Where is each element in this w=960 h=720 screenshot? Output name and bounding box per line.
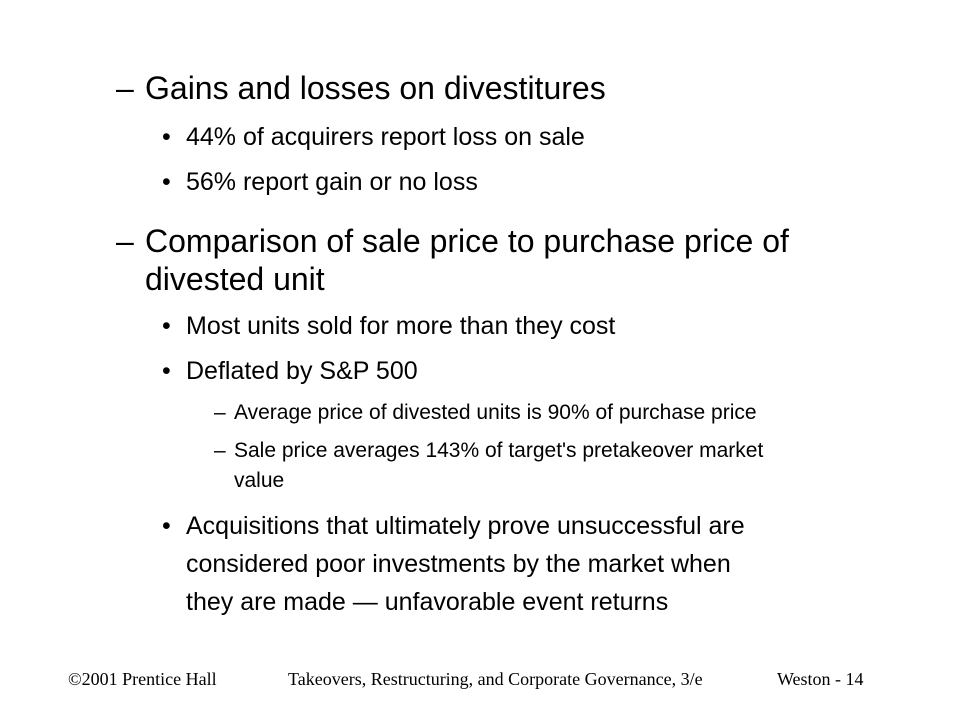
list-item-text: Average price of divested units is 90% o… bbox=[234, 401, 757, 424]
bullet-marker: • bbox=[162, 168, 171, 196]
list-item-text: 44% of acquirers report loss on sale bbox=[186, 123, 585, 151]
list-item-text: Acquisitions that ultimately prove unsuc… bbox=[186, 512, 745, 540]
list-item-text: 56% report gain or no loss bbox=[186, 168, 478, 196]
dash-marker: – bbox=[116, 223, 134, 259]
list-item-text-continued: divested unit bbox=[145, 261, 325, 297]
dash-marker: – bbox=[214, 401, 226, 424]
list-item-text-continued: they are made — unfavorable event return… bbox=[186, 588, 669, 616]
bullet-marker: • bbox=[162, 357, 171, 385]
bullet-marker: • bbox=[162, 123, 171, 151]
footer-book-title: Takeovers, Restructuring, and Corporate … bbox=[288, 669, 703, 689]
bullet-marker: • bbox=[162, 512, 171, 540]
footer-copyright: ©2001 Prentice Hall bbox=[68, 669, 217, 689]
list-item-text-continued: considered poor investments by the marke… bbox=[186, 550, 731, 578]
list-item-text-continued: value bbox=[234, 469, 285, 492]
list-item-text: Gains and losses on divestitures bbox=[145, 70, 606, 106]
bullet-marker: • bbox=[162, 312, 171, 340]
footer-page-number: Weston - 14 bbox=[777, 669, 864, 689]
list-item-text: Sale price averages 143% of target's pre… bbox=[234, 439, 764, 462]
list-item-text: Deflated by S&P 500 bbox=[186, 357, 418, 385]
list-item-text: Comparison of sale price to purchase pri… bbox=[145, 223, 789, 259]
list-item-text: Most units sold for more than they cost bbox=[186, 312, 616, 340]
dash-marker: – bbox=[214, 439, 226, 462]
dash-marker: – bbox=[116, 70, 134, 106]
